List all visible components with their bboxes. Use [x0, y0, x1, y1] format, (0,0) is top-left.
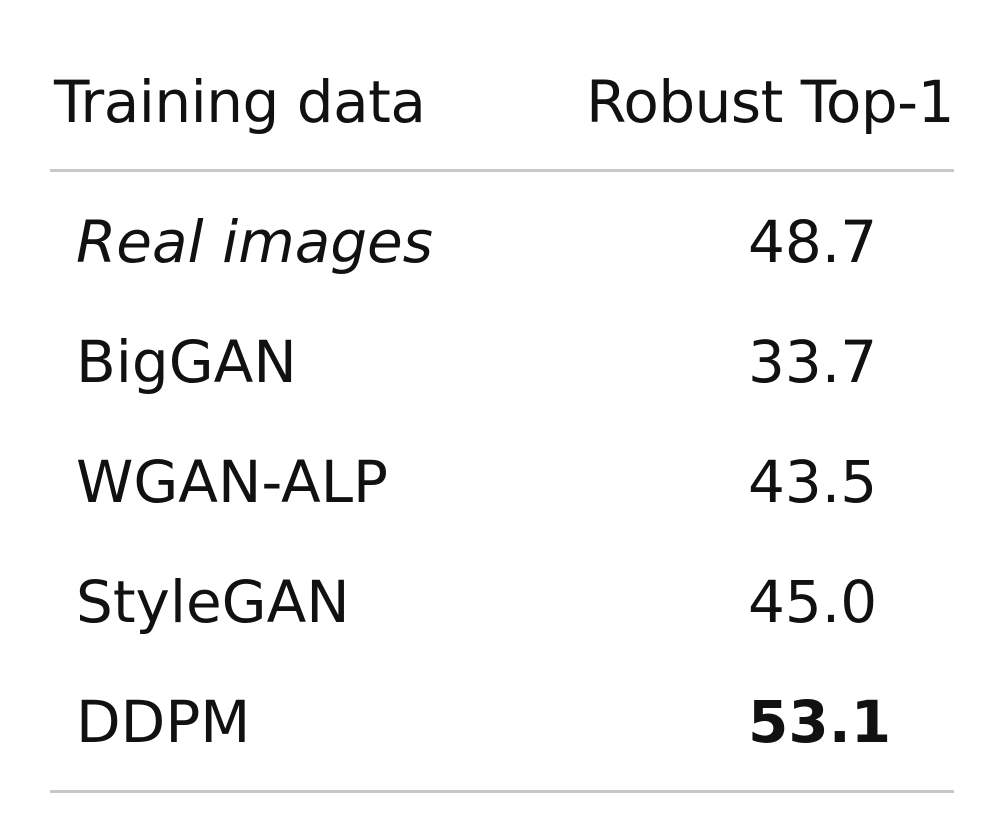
row-value-biggan: 33.7	[748, 328, 878, 396]
row-value-stylegan: 45.0	[748, 568, 878, 636]
table-header-row: Training data Robust Top-1	[50, 58, 954, 170]
bottom-divider	[50, 790, 954, 793]
table-row: StyleGAN 45.0	[50, 544, 954, 664]
table-row: DDPM 53.1	[50, 664, 954, 784]
row-value-wgan-alp: 43.5	[748, 448, 878, 516]
results-table: Training data Robust Top-1 Real images 4…	[50, 58, 954, 793]
header-divider	[50, 169, 954, 172]
header-robust-top1: Robust Top-1	[586, 68, 954, 136]
row-name-ddpm: DDPM	[76, 688, 251, 756]
row-value-ddpm: 53.1	[748, 688, 892, 756]
header-training-data: Training data	[54, 68, 426, 136]
row-name-biggan: BigGAN	[76, 328, 297, 396]
table-row: BigGAN 33.7	[50, 304, 954, 424]
table-row: WGAN-ALP 43.5	[50, 424, 954, 544]
row-name-real-images: Real images	[76, 208, 433, 276]
row-name-wgan-alp: WGAN-ALP	[76, 448, 388, 516]
table-row: Real images 48.7	[50, 184, 954, 304]
table-body: Real images 48.7 BigGAN 33.7 WGAN-ALP 43…	[50, 184, 954, 784]
row-name-stylegan: StyleGAN	[76, 568, 350, 636]
row-value-real-images: 48.7	[748, 208, 878, 276]
